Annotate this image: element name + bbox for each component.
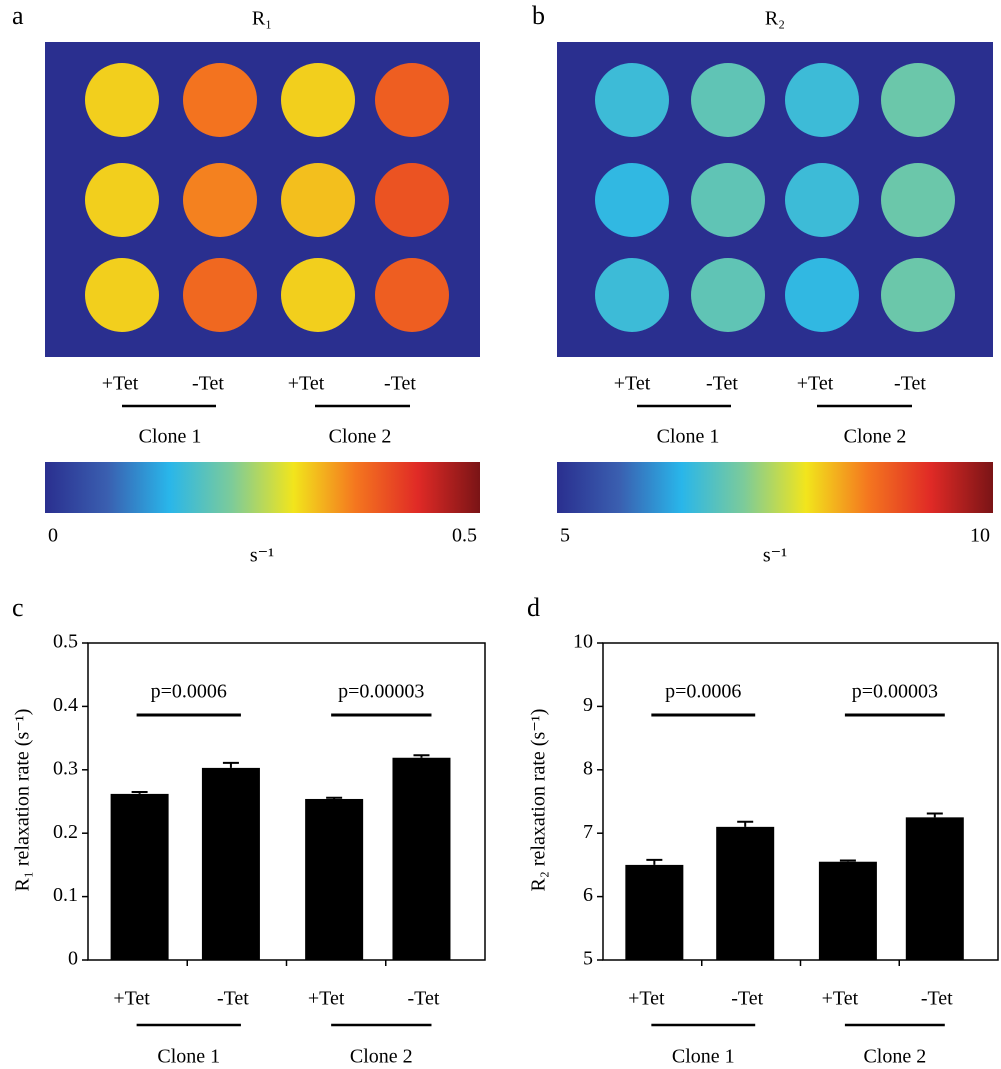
group-label: Clone 2: [863, 1046, 926, 1068]
p-value-annotation: p=0.0006: [665, 681, 741, 703]
error-bar: [840, 860, 856, 861]
group-label: Clone 2: [844, 426, 907, 448]
category-label: -Tet: [384, 373, 416, 395]
sample-spot: [785, 163, 859, 237]
panel-letter: d: [527, 593, 540, 622]
group-label: Clone 2: [329, 426, 392, 448]
sample-spot: [785, 258, 859, 332]
y-tick-label: 0.2: [53, 821, 78, 843]
y-tick-label: 8: [583, 757, 593, 779]
p-value-annotation: p=0.00003: [852, 681, 938, 703]
sample-spot: [85, 258, 159, 332]
y-tick-label: 0: [68, 948, 78, 970]
bar: [716, 827, 774, 960]
panel-title: R₁: [252, 8, 272, 30]
y-tick-label: 6: [583, 884, 593, 906]
colorbar-tick-label: 10: [970, 525, 990, 547]
sample-spot: [881, 163, 955, 237]
bar: [202, 768, 260, 960]
category-label: +Tet: [113, 988, 150, 1010]
y-tick-label: 9: [583, 694, 593, 716]
y-tick-label: 5: [583, 948, 593, 970]
colorbar-tick-label: 0.5: [452, 525, 477, 547]
y-tick-label: 0.1: [53, 884, 78, 906]
sample-spot: [85, 163, 159, 237]
sample-spot: [785, 63, 859, 137]
error-bar: [413, 755, 429, 758]
bar: [625, 865, 683, 960]
y-axis-label: R₁ relaxation rate (s⁻¹): [12, 709, 34, 892]
error-bar: [326, 798, 342, 799]
sample-spot: [881, 63, 955, 137]
y-tick-label: 7: [583, 821, 593, 843]
error-bar: [646, 860, 662, 865]
colorbar-unit: s⁻¹: [763, 545, 787, 567]
panel-letter: c: [12, 593, 24, 622]
category-label: -Tet: [706, 373, 738, 395]
bar: [392, 758, 450, 960]
category-label: +Tet: [102, 373, 139, 395]
y-tick-label: 0.4: [53, 694, 78, 716]
y-tick-label: 0.5: [53, 631, 78, 653]
colorbar-tick-label: 5: [560, 525, 570, 547]
sample-spot: [691, 163, 765, 237]
bar: [111, 794, 169, 960]
y-tick-label: 10: [573, 631, 593, 653]
category-label: -Tet: [408, 988, 440, 1010]
sample-spot: [881, 258, 955, 332]
sample-spot: [281, 163, 355, 237]
sample-spot: [691, 63, 765, 137]
category-label: -Tet: [921, 988, 953, 1010]
sample-spot: [85, 63, 159, 137]
category-label: +Tet: [308, 988, 345, 1010]
p-value-annotation: p=0.00003: [338, 681, 424, 703]
sample-spot: [595, 163, 669, 237]
sample-spot: [595, 258, 669, 332]
bar: [906, 817, 964, 960]
group-label: Clone 1: [672, 1046, 735, 1068]
panel-letter: a: [12, 1, 24, 30]
error-bar: [737, 822, 753, 827]
sample-spot: [375, 163, 449, 237]
panel-title: R₂: [765, 8, 785, 30]
colorbar: [557, 462, 993, 513]
figure: a R₁ +Tet -Tet +Tet -Tet Clone 1 Clone 2 0 0.5 s⁻¹…: [0, 0, 1001, 1069]
p-value-annotation: p=0.0006: [151, 681, 227, 703]
error-bar: [223, 763, 239, 768]
panel-letter: b: [532, 1, 545, 30]
category-label: -Tet: [731, 988, 763, 1010]
group-label: Clone 1: [657, 426, 720, 448]
error-bar: [927, 814, 943, 818]
colorbar: [45, 462, 480, 513]
category-label: -Tet: [192, 373, 224, 395]
group-label: Clone 2: [350, 1046, 413, 1068]
sample-spot: [281, 63, 355, 137]
category-label: -Tet: [894, 373, 926, 395]
sample-spot: [595, 63, 669, 137]
sample-spot: [183, 163, 257, 237]
sample-spot: [691, 258, 765, 332]
category-label: +Tet: [288, 373, 325, 395]
sample-spot: [281, 258, 355, 332]
sample-spot: [375, 63, 449, 137]
category-label: +Tet: [614, 373, 651, 395]
bar: [819, 862, 877, 960]
group-label: Clone 1: [157, 1046, 220, 1068]
bar: [305, 799, 363, 960]
group-label: Clone 1: [139, 426, 202, 448]
category-label: +Tet: [822, 988, 859, 1010]
colorbar-unit: s⁻¹: [250, 545, 274, 567]
sample-spot: [183, 63, 257, 137]
sample-spot: [183, 258, 257, 332]
category-label: -Tet: [217, 988, 249, 1010]
y-axis-label: R₂ relaxation rate (s⁻¹): [528, 709, 550, 892]
category-label: +Tet: [628, 988, 665, 1010]
category-label: +Tet: [797, 373, 834, 395]
sample-spot: [375, 258, 449, 332]
error-bar: [132, 792, 148, 794]
y-tick-label: 0.3: [53, 757, 78, 779]
colorbar-tick-label: 0: [48, 525, 58, 547]
